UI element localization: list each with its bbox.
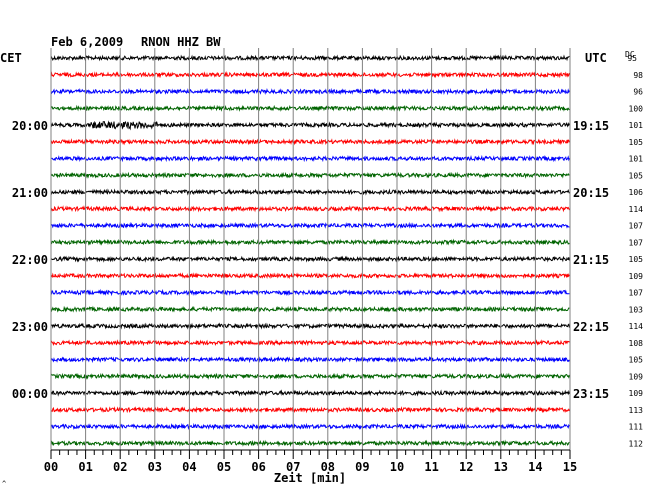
left-hour-label: 20:00 xyxy=(12,119,48,133)
trace-row-14 xyxy=(50,288,570,297)
dc-offset-value: 100 xyxy=(629,104,644,113)
right-hour-label: 21:15 xyxy=(573,253,609,267)
dc-offset-value: 101 xyxy=(629,121,644,130)
dc-offset-value: 114 xyxy=(629,322,644,331)
dc-offset-value: 98 xyxy=(633,71,643,80)
trace-row-18 xyxy=(50,355,570,364)
dc-offset-value: 105 xyxy=(629,356,644,365)
trace-row-15 xyxy=(50,305,570,313)
trace-row-19 xyxy=(50,372,570,380)
dc-offset-value: 109 xyxy=(629,389,644,398)
dc-offset-value: 107 xyxy=(629,289,644,298)
dc-offset-value: 114 xyxy=(629,205,644,214)
dc-offset-value: 105 xyxy=(629,255,644,264)
dc-offset-value: 96 xyxy=(633,88,643,97)
x-tick-label: 05 xyxy=(217,460,231,474)
trace-row-21 xyxy=(50,406,570,414)
trace-row-16 xyxy=(50,322,570,330)
right-zone-label: UTC xyxy=(585,51,607,65)
x-axis-label: Zeit [min] xyxy=(274,471,346,485)
left-hour-label: 21:00 xyxy=(12,186,48,200)
dc-offset-value: 111 xyxy=(629,423,644,432)
trace-row-17 xyxy=(50,339,570,347)
trace-row-22 xyxy=(50,422,570,431)
trace-row-12 xyxy=(50,255,570,263)
dc-offset-value: 108 xyxy=(629,339,644,348)
right-hour-label: 20:15 xyxy=(573,186,609,200)
x-tick-label: 08 xyxy=(321,460,335,474)
trace-row-0 xyxy=(50,54,570,62)
dc-offset-value: 107 xyxy=(629,238,644,247)
x-tick-label: 13 xyxy=(494,460,508,474)
trace-row-6 xyxy=(50,154,570,163)
dc-offset-value: 107 xyxy=(629,222,644,231)
right-hour-label: 22:15 xyxy=(573,320,609,334)
left-hour-label: 00:00 xyxy=(12,387,48,401)
x-tick-label: 07 xyxy=(286,460,300,474)
trace-row-9 xyxy=(50,205,570,213)
trace-row-5 xyxy=(50,138,570,146)
left-zone-label: CET xyxy=(0,51,22,65)
dc-offset-value: 112 xyxy=(629,439,644,448)
header-date: Feb 6,2009 xyxy=(51,35,123,49)
dc-offset-value: 106 xyxy=(629,188,644,197)
trace-row-4 xyxy=(51,120,570,131)
dc-offset-value: 101 xyxy=(629,155,644,164)
dc-offset-value: 113 xyxy=(629,406,644,415)
dc-offset-value: 103 xyxy=(629,305,644,314)
left-hour-label: 23:00 xyxy=(12,320,48,334)
x-axis: 00 01 02 03 04 05 06 07 08 09 10 11 12 13 14 15 xyxy=(44,449,577,474)
trace-row-23 xyxy=(50,439,570,447)
dc-label: DC xyxy=(625,50,635,59)
label-layer: Feb 6,2009 RNON HHZ BW CET UTC DC Zeit [… xyxy=(0,35,643,488)
x-tick-label: 15 xyxy=(563,460,577,474)
x-tick-label: 02 xyxy=(113,460,127,474)
right-hour-label: 19:15 xyxy=(573,119,609,133)
x-tick-label: 03 xyxy=(148,460,162,474)
trace-layer xyxy=(50,54,570,447)
header-station: RNON HHZ BW xyxy=(141,35,221,49)
trace-row-2 xyxy=(50,87,570,96)
trace-row-1 xyxy=(50,71,570,79)
trace-row-10 xyxy=(50,221,570,230)
x-tick-label: 04 xyxy=(182,460,196,474)
trace-row-7 xyxy=(50,171,570,179)
left-hour-label: 22:00 xyxy=(12,253,48,267)
trace-row-13 xyxy=(50,272,570,280)
trace-row-11 xyxy=(50,238,570,246)
x-tick-label: 09 xyxy=(355,460,369,474)
right-hour-label: 23:15 xyxy=(573,387,609,401)
dc-offset-value: 105 xyxy=(629,171,644,180)
x-tick-label: 14 xyxy=(528,460,542,474)
x-tick-label: 12 xyxy=(459,460,473,474)
x-tick-label: 00 xyxy=(44,460,58,474)
corner-mark: ^ xyxy=(2,480,6,488)
trace-row-3 xyxy=(50,104,570,112)
dc-offset-value: 109 xyxy=(629,372,644,381)
x-tick-label: 11 xyxy=(424,460,438,474)
trace-row-8 xyxy=(50,188,570,196)
x-tick-label: 10 xyxy=(390,460,404,474)
dc-offset-value: 109 xyxy=(629,272,644,281)
dc-offset-value: 95 xyxy=(627,54,637,63)
x-tick-label: 01 xyxy=(78,460,92,474)
x-tick-label: 06 xyxy=(251,460,265,474)
minute-grid xyxy=(50,48,571,450)
dc-offset-value: 105 xyxy=(629,138,644,147)
trace-row-20 xyxy=(50,389,570,397)
